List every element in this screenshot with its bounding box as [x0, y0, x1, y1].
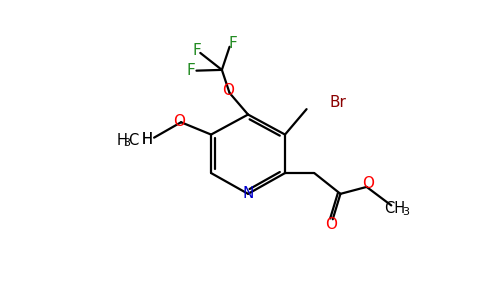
Text: C: C: [128, 133, 138, 148]
Text: H: H: [116, 133, 127, 148]
Text: O: O: [174, 114, 185, 129]
Text: F: F: [228, 36, 237, 51]
Text: O: O: [362, 176, 374, 191]
Text: F: F: [187, 63, 196, 78]
Text: 3: 3: [402, 207, 409, 217]
Text: O: O: [325, 217, 337, 232]
Text: H: H: [142, 132, 152, 147]
Text: N: N: [242, 186, 254, 201]
Text: Br: Br: [330, 95, 347, 110]
Text: O: O: [222, 83, 234, 98]
Text: H: H: [142, 132, 152, 147]
Text: CH: CH: [385, 201, 406, 216]
Text: 3: 3: [123, 138, 131, 148]
Text: F: F: [192, 43, 201, 58]
